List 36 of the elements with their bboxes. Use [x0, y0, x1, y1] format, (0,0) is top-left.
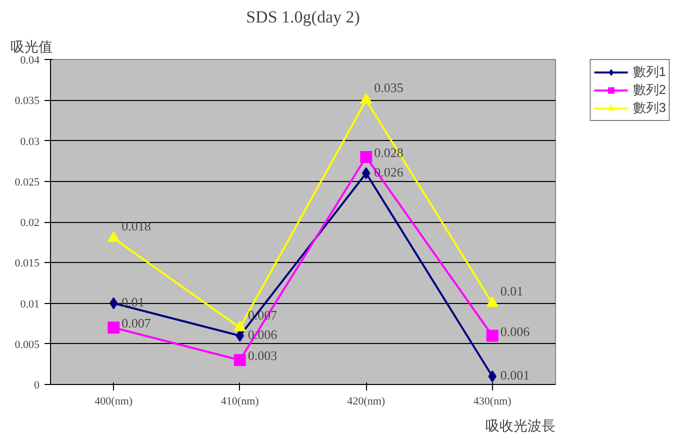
y-tick-label: 0.02: [20, 217, 40, 229]
point: [486, 330, 498, 342]
y-tick-label: 0.005: [14, 338, 40, 351]
data-label: 0.006: [500, 324, 530, 339]
y-tick-label: 0: [34, 380, 40, 392]
y-tick-label: 0.04: [20, 54, 40, 66]
point: [108, 231, 120, 242]
data-label: 0.001: [500, 367, 530, 382]
data-label: 0.007: [122, 316, 152, 331]
point: [362, 167, 370, 180]
point: [360, 93, 372, 104]
y-tick-label: 0.03: [20, 136, 40, 148]
y-tick-label: 0.01: [20, 298, 40, 310]
y-axis-title: 吸光值: [10, 38, 52, 54]
x-axis-title: 吸收光波長: [486, 418, 556, 434]
point: [234, 354, 246, 366]
legend-label: 數列3: [632, 99, 666, 117]
point: [488, 370, 497, 382]
y-tick-label: 0.025: [14, 176, 40, 188]
data-label: 0.018: [122, 218, 151, 234]
y-tick-label: 0.015: [14, 258, 40, 270]
point: [360, 151, 372, 163]
x-tick-label: 430(nm): [473, 396, 512, 408]
data-label: 0.01: [500, 283, 524, 298]
data-label: 0.003: [248, 348, 278, 364]
chart-title: SDS 1.0g(day 2): [246, 8, 360, 26]
y-tick-label: 0.035: [14, 95, 40, 108]
point: [109, 297, 118, 310]
x-tick-label: 410(nm): [220, 396, 260, 408]
point: [108, 322, 120, 334]
x-tick-label: 420(nm): [347, 396, 386, 408]
point: [236, 330, 244, 342]
legend-label: 數列1: [632, 63, 666, 81]
data-label: 0.035: [374, 80, 404, 96]
x-tick-label: 400(nm): [94, 396, 133, 408]
legend-label: 數列2: [632, 81, 666, 99]
